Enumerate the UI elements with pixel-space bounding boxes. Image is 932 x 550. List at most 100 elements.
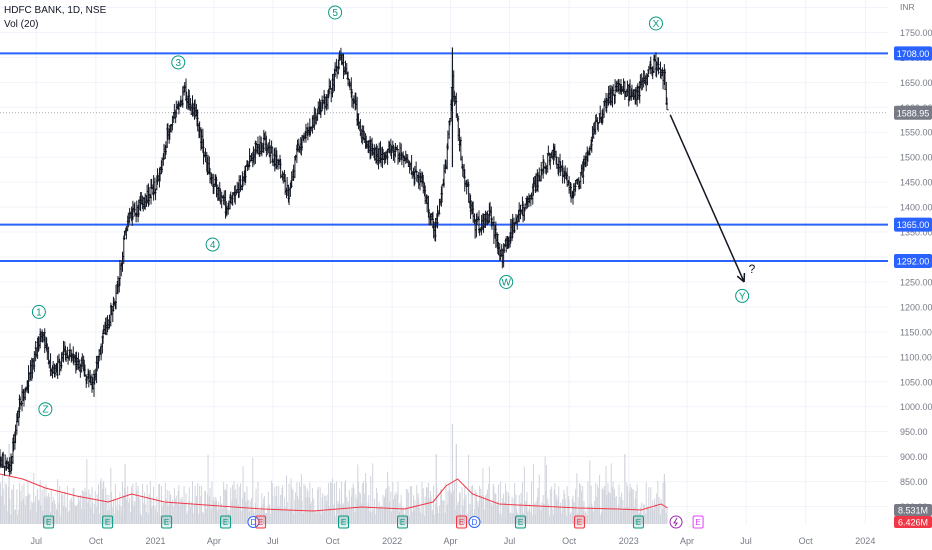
volume-bar (153, 486, 155, 524)
volume-bar (568, 499, 570, 524)
volume-bar (10, 514, 12, 524)
volume-bar (309, 482, 311, 524)
price-tick-label: 1400.00 (900, 203, 932, 213)
wave-label-w[interactable]: W (499, 274, 514, 289)
volume-bar (271, 480, 273, 524)
wave-label-y[interactable]: Y (735, 288, 750, 303)
volume-bar (323, 511, 325, 524)
price-tick-label: 1650.00 (900, 78, 932, 88)
volume-bar (352, 483, 354, 524)
volume-indicator-label[interactable]: Vol (20) (4, 19, 39, 30)
wave-label-3[interactable]: 3 (171, 55, 186, 70)
volume-bar (163, 503, 165, 524)
volume-bar (37, 489, 39, 524)
event-marker-earnings[interactable]: E (456, 515, 468, 529)
volume-bar (422, 514, 424, 524)
volume-bar (346, 509, 348, 524)
volume-bar (409, 515, 411, 524)
event-marker-earnings[interactable]: E (632, 515, 644, 529)
volume-bar (376, 487, 378, 524)
wave-annotations[interactable]: 1 Z 3 4 5 X W Y? (31, 5, 756, 417)
projection-arrow[interactable] (669, 114, 745, 283)
volume-bar (131, 486, 133, 524)
volume-bar (242, 466, 244, 524)
volume-bar (656, 493, 658, 524)
event-marker-earnings-future[interactable]: E (692, 515, 704, 529)
event-marker-earnings[interactable]: E (573, 515, 585, 529)
volume-bar (511, 496, 513, 524)
event-marker-earnings[interactable]: E (397, 515, 409, 529)
volume-bar (662, 482, 664, 524)
event-marker-earnings[interactable]: E (102, 515, 114, 529)
volume-bar (327, 494, 329, 524)
volume-bar (645, 482, 647, 524)
volume-bar (383, 497, 385, 524)
price-axis[interactable]: 800.00850.00900.00950.001000.001050.0011… (888, 0, 932, 550)
volume-bar (247, 500, 249, 524)
volume-bar (531, 481, 533, 524)
event-marker-earnings[interactable]: E (255, 515, 267, 529)
volume-bar (103, 480, 105, 524)
event-marker-dividend[interactable]: D (468, 516, 481, 528)
time-tick-label: 2022 (382, 536, 402, 546)
volume-bar (650, 487, 652, 524)
volume-bar (146, 484, 148, 524)
volume-bar (658, 497, 660, 524)
wave-label-4[interactable]: 4 (205, 237, 220, 252)
svg-text:1292.00: 1292.00 (897, 257, 930, 267)
level-price-tag[interactable]: 1292.00 (894, 254, 932, 269)
volume-bar (639, 512, 641, 524)
wave-label-x[interactable]: X (648, 16, 663, 31)
volume-bar (515, 494, 517, 524)
volume-bar (72, 487, 74, 524)
event-marker-earnings[interactable]: E (220, 515, 232, 529)
volume-bar (215, 497, 217, 524)
volume-bar (564, 499, 566, 524)
time-tick-label: Jul (267, 536, 279, 546)
level-price-tag[interactable]: 1708.00 (894, 46, 932, 61)
volume-bar (575, 489, 577, 524)
symbol-title[interactable]: HDFC BANK, 1D, NSE (4, 5, 107, 16)
volume-bar (540, 510, 542, 524)
volume-bar (497, 484, 499, 524)
event-marker-split[interactable] (669, 515, 683, 529)
volume-bar (18, 482, 20, 524)
volume-bar (187, 511, 189, 524)
volume-bar (549, 515, 551, 524)
time-axis[interactable]: Jul Oct 2021 Apr Jul Oct 2022 Apr Jul Oct 2023 Apr J… (0, 530, 932, 550)
volume-bar (569, 514, 571, 524)
wave-label-1[interactable]: 1 (31, 304, 46, 319)
volume-bar (219, 508, 221, 524)
volume-bar (84, 487, 86, 524)
wave-label-5[interactable]: 5 (328, 5, 343, 20)
volume-bar (440, 488, 442, 524)
volume-bar (446, 504, 448, 524)
event-marker-earnings[interactable]: E (514, 515, 526, 529)
volume-bar (654, 498, 656, 524)
volume-bar (5, 484, 7, 524)
last-price-tag[interactable]: 1588.95 (894, 105, 932, 120)
volume-bar (289, 508, 291, 524)
event-marker-dividend[interactable]: D (247, 516, 260, 528)
volume-pane (0, 424, 668, 524)
volume-bar (31, 502, 33, 524)
horizontal-levels[interactable] (0, 52, 888, 263)
event-marker-earnings[interactable]: E (161, 515, 173, 529)
volume-bar (486, 489, 488, 524)
event-marker-earnings[interactable]: E (338, 515, 350, 529)
event-marker-earnings[interactable]: E (43, 515, 55, 529)
volume-bar (181, 497, 183, 524)
volume-bar (529, 503, 531, 524)
volume-bar (333, 483, 335, 524)
level-price-tag[interactable]: 1365.00 (894, 217, 932, 232)
volume-bar (245, 501, 247, 524)
wave-label-z[interactable]: Z (38, 402, 53, 417)
volume-bar (576, 473, 578, 524)
volume-bar (380, 505, 382, 524)
volume-bar (510, 512, 512, 524)
volume-bar (368, 495, 370, 524)
volume-bar (53, 500, 55, 524)
time-axis-bg (0, 530, 932, 550)
